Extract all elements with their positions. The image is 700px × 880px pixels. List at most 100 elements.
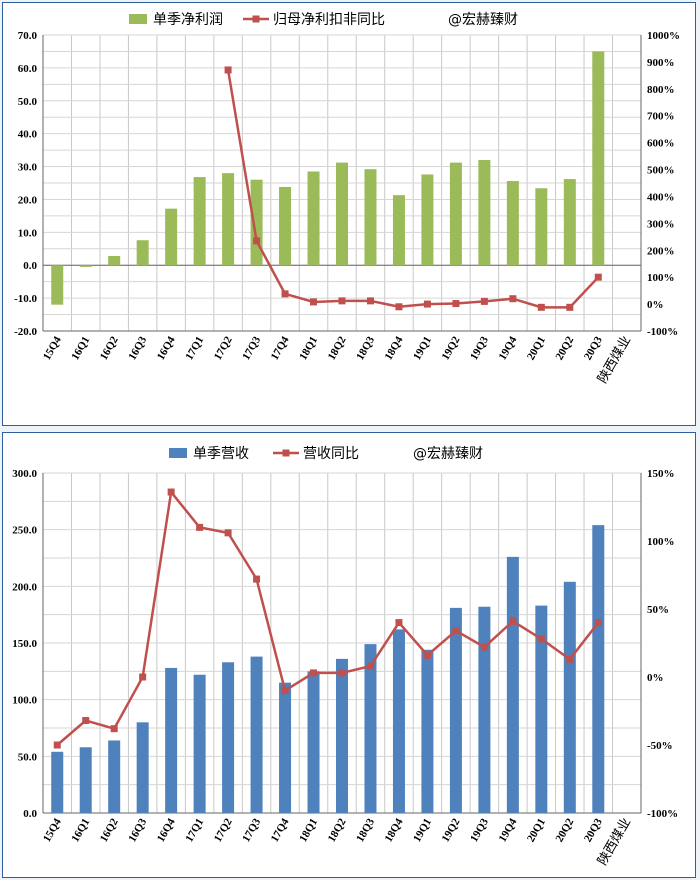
- bar-19Q1: [421, 649, 434, 813]
- y-left-tick-label: 40.0: [18, 129, 38, 141]
- y-left-tick-label: 50.0: [18, 96, 38, 108]
- y-left-tick-label: 50.0: [18, 751, 38, 763]
- line-point-19Q2: [452, 627, 460, 635]
- series-line: [56, 489, 600, 746]
- x-tick-label: 20Q1: [525, 817, 548, 845]
- legend-label-line: 营收同比: [303, 446, 359, 462]
- x-tick-label: 17Q1: [183, 335, 206, 363]
- y-right-tick-label: 900%: [647, 57, 675, 69]
- x-tick-label: 16Q1: [69, 335, 92, 363]
- x-tick-label: 19Q3: [468, 334, 491, 362]
- profit-chart: -20.0 -10.0 0.0 10.0 20.0 30.0 40.0 50.0 60.0 70.…: [14, 11, 680, 386]
- line-point-17Q4: [281, 290, 289, 298]
- revenue-chart: 0.0 50.0 100.0 150.0 200.0 250.0 300.0 -100% -50…: [12, 446, 678, 868]
- x-tick-label: 15Q4: [41, 334, 64, 362]
- y-left-tick-label: 250.0: [12, 525, 37, 537]
- x-tick-label: 17Q2: [212, 816, 235, 844]
- line-point-17Q3: [253, 575, 261, 583]
- bar-19Q1: [421, 174, 434, 266]
- bar-16Q2: [108, 256, 121, 266]
- y-right-tick-label: 0%: [647, 299, 664, 311]
- line-point-16Q4: [167, 488, 175, 496]
- watermark-text: @宏赫臻财: [413, 446, 483, 462]
- x-tick-label: 20Q2: [553, 816, 576, 844]
- line-point-20Q2: [566, 655, 574, 663]
- x-tick-label: 19Q4: [497, 334, 520, 362]
- bar-18Q2: [336, 658, 348, 813]
- y-left-tick-label: 100.0: [12, 695, 37, 707]
- x-tick-label: 18Q2: [326, 816, 349, 844]
- watermark-text: @宏赫臻财: [448, 12, 518, 28]
- line-point-18Q2: [338, 669, 346, 677]
- bar-17Q3: [250, 179, 263, 266]
- line-point-17Q3: [253, 237, 261, 245]
- bar-20Q3: [592, 525, 605, 813]
- x-tick-label: 20Q2: [553, 334, 576, 362]
- x-tick-label: 17Q1: [183, 817, 206, 845]
- line-point-18Q4: [395, 619, 403, 627]
- y-left-tick-label: -10.0: [14, 293, 37, 305]
- x-tick-label: 16Q3: [126, 334, 149, 362]
- x-tick-label: 20Q3: [582, 334, 605, 362]
- x-tick-label: 19Q3: [468, 816, 491, 844]
- bar-19Q2: [449, 607, 462, 813]
- bar-16Q3: [136, 240, 149, 266]
- line-point-15Q4: [53, 741, 61, 749]
- bar-18Q4: [392, 629, 405, 813]
- bar-18Q3: [364, 169, 377, 266]
- bar-16Q3: [136, 722, 149, 813]
- x-tick-label: 19Q4: [497, 816, 520, 844]
- line-point-18Q2: [338, 297, 346, 305]
- y-left-tick-label: 200.0: [12, 581, 37, 593]
- line-point-16Q3: [139, 673, 147, 681]
- x-tick-label: 16Q4: [155, 334, 178, 362]
- legend-swatch-marker: [282, 449, 290, 457]
- bar-20Q1: [535, 605, 548, 813]
- x-tick-label: 18Q4: [383, 816, 406, 844]
- bar-20Q2: [563, 179, 576, 266]
- y-left-tick-label: 10.0: [18, 227, 38, 239]
- bar-16Q4: [165, 667, 178, 813]
- x-tick-label: 17Q3: [240, 816, 263, 844]
- bar-17Q1: [193, 177, 206, 266]
- y-right-tick-label: 400%: [647, 191, 675, 203]
- x-tick-label: 18Q1: [297, 335, 320, 363]
- y-right-tick-label: -100%: [647, 808, 678, 820]
- line-point-19Q1: [423, 651, 431, 659]
- x-tick-label: 17Q4: [269, 334, 292, 362]
- bar-19Q3: [478, 159, 491, 266]
- x-tick-label: 16Q2: [98, 816, 121, 844]
- y-right-tick-label: 1000%: [647, 30, 680, 42]
- bar-17Q1: [193, 674, 206, 813]
- bar-20Q1: [535, 188, 548, 266]
- line-point-17Q1: [196, 523, 204, 531]
- y-right-tick-label: 500%: [647, 165, 675, 177]
- y-right-tick-label: 600%: [647, 138, 675, 150]
- x-tick-label: 17Q2: [212, 334, 235, 362]
- x-tick-label: 19Q2: [440, 334, 463, 362]
- legend-swatch-bar: [169, 448, 187, 458]
- bar-17Q4: [279, 186, 292, 266]
- line-point-19Q2: [452, 300, 460, 308]
- y-right-tick-label: 100%: [647, 272, 675, 284]
- legend-swatch-bar: [129, 14, 147, 24]
- bar-18Q3: [364, 644, 377, 813]
- y-right-tick-label: 100%: [647, 536, 675, 548]
- bar-15Q4: [51, 751, 64, 813]
- y-left-tick-label: 60.0: [18, 63, 38, 75]
- bar-15Q4: [51, 265, 64, 305]
- x-tick-label: 20Q3: [582, 816, 605, 844]
- y-left-tick-label: 0.0: [23, 808, 37, 820]
- legend-label-line: 归母净利扣非同比: [273, 11, 385, 28]
- bar-16Q1: [79, 265, 92, 267]
- series-line: [226, 69, 600, 309]
- x-tick-label: 18Q2: [326, 334, 349, 362]
- bar-17Q2: [222, 662, 235, 813]
- line-point-17Q4: [281, 687, 289, 695]
- bar-18Q1: [307, 671, 320, 813]
- y-left-tick-label: 30.0: [18, 162, 38, 174]
- x-tick-label: 16Q4: [155, 816, 178, 844]
- y-right-tick-label: 150%: [647, 468, 675, 480]
- line-point-18Q1: [310, 669, 318, 677]
- line-point-18Q3: [366, 662, 374, 670]
